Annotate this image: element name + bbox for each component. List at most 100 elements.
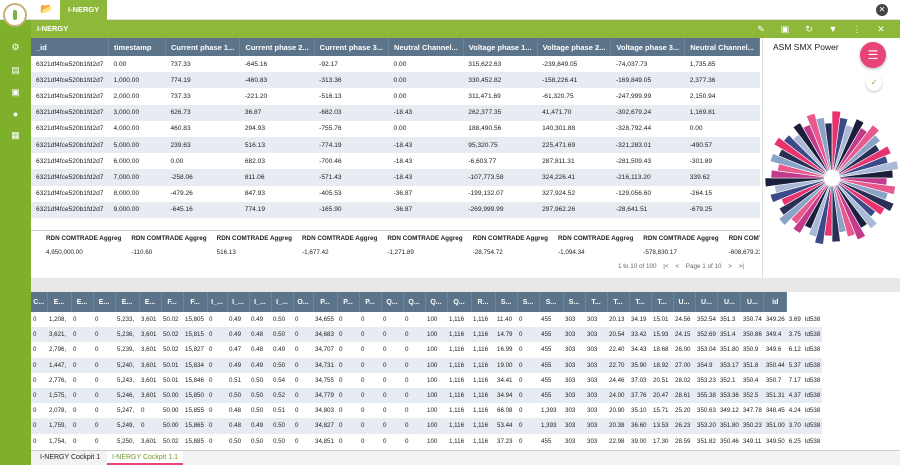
pie-slice[interactable]: [764, 177, 825, 188]
last-page-icon[interactable]: >|: [738, 263, 745, 270]
column-header[interactable]: E...: [139, 292, 162, 312]
more-icon[interactable]: ⋮: [852, 24, 862, 34]
table-row[interactable]: 6321df4fce520b1fd2d7 8,000.00 -479.26 847.9…: [31, 186, 760, 202]
folder-icon[interactable]: 📂: [40, 4, 53, 15]
table-row[interactable]: 0 3,621, 0 0 5,236, 3,601 50.02 15,815 0 0.49 0.48…: [31, 327, 823, 343]
column-header[interactable]: P...: [359, 292, 382, 312]
pie-slice[interactable]: [837, 134, 881, 174]
column-header[interactable]: P...: [337, 292, 360, 312]
column-header[interactable]: Neutral Channel...: [684, 38, 760, 56]
pie-slice[interactable]: [769, 153, 826, 177]
pie-slice[interactable]: [778, 181, 827, 216]
pie-slice[interactable]: [808, 184, 831, 238]
column-header[interactable]: timestamp: [108, 38, 166, 56]
column-header[interactable]: P...: [313, 292, 338, 312]
column-header[interactable]: E...: [115, 292, 140, 312]
pie-slice[interactable]: [792, 122, 829, 173]
table-row[interactable]: 6321df4fce520b1fd2d7 4,000.00 460.83 294.93…: [31, 121, 760, 137]
column-header[interactable]: S...: [517, 292, 540, 312]
pie-slice[interactable]: [824, 122, 833, 171]
pie-slice[interactable]: [839, 178, 896, 195]
column-header[interactable]: Voltage phase 1...: [463, 38, 538, 56]
close-icon[interactable]: ✕: [876, 4, 888, 16]
pie-slice[interactable]: [783, 134, 827, 174]
pie-slice[interactable]: [834, 184, 866, 241]
pie-slice[interactable]: [834, 118, 865, 172]
refresh-icon[interactable]: ↻: [805, 24, 813, 34]
column-header[interactable]: I_...: [271, 292, 294, 312]
pie-slice[interactable]: [773, 136, 827, 175]
column-header[interactable]: E...: [71, 292, 94, 312]
pie-slice[interactable]: [836, 183, 878, 230]
column-header[interactable]: Neutral Channel...: [388, 38, 464, 56]
pie-slice[interactable]: [836, 124, 880, 173]
prev-page-icon[interactable]: <: [675, 263, 680, 270]
splitter[interactable]: [31, 278, 900, 292]
calendar-icon[interactable]: ▦: [11, 130, 20, 140]
column-header[interactable]: id: [763, 292, 788, 312]
column-header[interactable]: T...: [607, 292, 630, 312]
table-row[interactable]: 6321df4fce520b1fd2d7 1,000.00 774.19 -460.8…: [31, 72, 760, 89]
pie-slice[interactable]: [831, 185, 841, 243]
pie-slice[interactable]: [838, 180, 895, 212]
menu-icon[interactable]: ☰: [860, 42, 886, 68]
column-header[interactable]: U...: [740, 292, 765, 312]
table-row[interactable]: 0 2,078, 0 0 5,247, 0 50.00 15,855 0 0.48 0.50 0.51…: [31, 403, 822, 418]
column-header[interactable]: E...: [93, 292, 116, 312]
pie-slice[interactable]: [792, 183, 829, 234]
column-header[interactable]: T...: [585, 292, 608, 312]
pie-slice[interactable]: [814, 185, 832, 245]
column-header[interactable]: Current phase 2...: [239, 38, 315, 56]
first-page-icon[interactable]: |<: [663, 263, 669, 270]
close-icon[interactable]: ✕: [877, 24, 885, 34]
column-header[interactable]: Q...: [403, 292, 426, 312]
pie-slice[interactable]: [778, 182, 827, 226]
table-row[interactable]: 0 1,754, 0 0 5,250, 3,601 50.02 15,885 0 0.50 0.50…: [31, 434, 822, 449]
column-header[interactable]: Current phase 3...: [314, 38, 390, 56]
table-row[interactable]: 0 1,447, 0 0 5,240, 3,601 50.01 15,834 0 0.49 0.49…: [31, 357, 823, 373]
pie-slice[interactable]: [831, 110, 842, 171]
table-row[interactable]: 6321df4fce520b1fd2d7 5,000.00 239.63 516.13…: [31, 136, 760, 154]
pie-slice[interactable]: [833, 184, 856, 238]
tab-cockpit-1[interactable]: I-NERGY Cockpit 1: [40, 454, 101, 461]
column-header[interactable]: Current phase 1...: [165, 38, 241, 56]
table-row[interactable]: 0 1,575, 0 0 5,246, 3,601 50.00 15,850 0 0.50 0.50…: [31, 387, 823, 404]
edit-icon[interactable]: ✎: [757, 24, 765, 34]
table-row[interactable]: 6321df4fce520b1fd2d7 9,000.00 -645.16 774.1…: [31, 201, 760, 218]
column-header[interactable]: Voltage phase 2...: [537, 38, 612, 56]
column-header[interactable]: S...: [563, 292, 586, 312]
pie-slice[interactable]: [839, 160, 899, 178]
pie-slice[interactable]: [769, 179, 826, 203]
column-header[interactable]: I_...: [249, 292, 272, 312]
pie-slice[interactable]: [839, 169, 894, 179]
save-icon[interactable]: ▣: [780, 24, 790, 34]
table-row[interactable]: 6321df4fce520b1fd2d7 0.00 737.33 -645.16 -92…: [31, 56, 760, 72]
column-header[interactable]: O...: [293, 292, 314, 312]
column-header[interactable]: U...: [673, 292, 696, 312]
column-header[interactable]: F...: [161, 292, 184, 312]
column-header[interactable]: U...: [695, 292, 719, 312]
pie-slice[interactable]: [770, 169, 825, 179]
column-header[interactable]: R...: [471, 292, 496, 312]
table-row[interactable]: 6321df4fce520b1fd2d7 2,000.00 737.33 -221.2…: [31, 88, 760, 104]
table-row[interactable]: 0 2,796, 0 0 5,239, 3,601 50.02 15,827 0 0.47 0.48…: [31, 342, 822, 357]
users-icon[interactable]: ●: [12, 109, 19, 119]
pie-slice[interactable]: [815, 117, 832, 171]
tab-cockpit-1-1[interactable]: I-NERGY Cockpit 1.1: [107, 451, 184, 465]
column-header[interactable]: U...: [717, 292, 742, 312]
briefcase-icon[interactable]: ▣: [11, 87, 20, 97]
pie-slice[interactable]: [805, 112, 831, 172]
column-header[interactable]: F...: [183, 292, 208, 312]
column-header[interactable]: Q...: [425, 292, 448, 312]
column-header[interactable]: I_...: [207, 292, 228, 312]
table-row[interactable]: 0 2,776, 0 0 5,243, 3,601 50.01 15,846 0 0.51 0.50…: [31, 373, 822, 388]
column-header[interactable]: S...: [539, 292, 564, 312]
pie-slice[interactable]: [837, 181, 886, 216]
column-header[interactable]: Q...: [447, 292, 472, 312]
column-header[interactable]: T...: [651, 292, 674, 312]
column-header[interactable]: Q...: [381, 292, 404, 312]
column-header[interactable]: S...: [495, 292, 518, 312]
column-header[interactable]: E...: [47, 292, 72, 312]
table-row[interactable]: 0 1,759, 0 0 5,249, 0 50.00 15,865 0 0.48 0.49 0.50…: [31, 418, 823, 434]
column-header[interactable]: Voltage phase 3...: [610, 38, 686, 56]
